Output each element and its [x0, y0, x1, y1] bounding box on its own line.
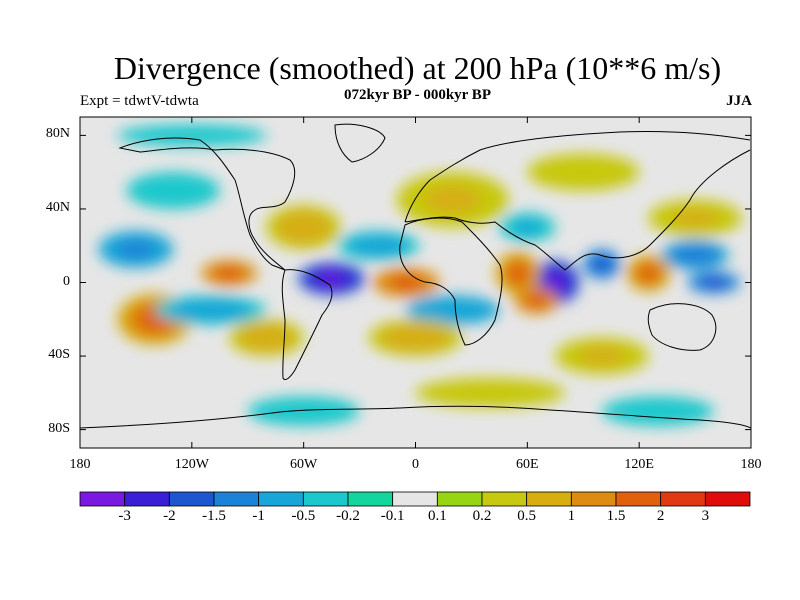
field-feature-11-ring-3 [367, 242, 389, 250]
colorbar-swatch [481, 491, 528, 507]
experiment-label: Expt = tdwtV-tdwta [80, 93, 199, 109]
field-feature-1-ring-3 [549, 276, 562, 289]
field-feature-17-ring-3 [683, 213, 707, 223]
field-feature-4-ring-3 [512, 267, 524, 279]
divergence-blobs [98, 124, 742, 426]
field-feature-14-ring-3 [441, 306, 465, 314]
coast-greenland [334, 123, 386, 163]
x-tick-label: 120W [174, 457, 209, 472]
y-tick-label: 80N [45, 126, 70, 142]
colorbar-swatch [168, 491, 215, 507]
chart-title: Divergence (smoothed) at 200 hPa (10**6 … [113, 50, 722, 86]
colorbar-swatch [213, 491, 260, 507]
field-feature-26-ring-3 [173, 132, 211, 139]
field-feature-27-ring-3 [520, 223, 535, 232]
field-feature-19-ring-3 [403, 333, 428, 343]
x-tick-label: 60E [516, 457, 539, 472]
colorbar-label: -2 [163, 508, 176, 524]
field-feature-18-ring-3 [257, 333, 276, 343]
colorbar-label: 0.1 [427, 508, 447, 524]
coast-south-america [281, 269, 333, 381]
colorbar-swatch [302, 491, 349, 507]
field-feature-21-ring-3 [471, 389, 509, 397]
coast-antarctica [80, 405, 751, 429]
colorbar-label: -0.1 [380, 508, 405, 524]
colorbar-swatch [660, 491, 706, 507]
colorbar-label: -0.5 [291, 508, 316, 524]
colorbar-label: 0.2 [472, 508, 492, 524]
coast-australia [647, 303, 717, 351]
field-feature-16-ring-3 [438, 192, 467, 207]
field-feature-20-ring-3 [590, 351, 614, 361]
colorbar-swatch [615, 491, 662, 507]
colorbar [79, 491, 751, 507]
colorbar-label: -3 [118, 508, 131, 524]
field-feature-8-ring-3 [707, 279, 721, 286]
field-feature-22-ring-3 [289, 407, 318, 415]
colorbar-swatch [79, 491, 126, 507]
colorbar-label: 1 [567, 508, 576, 524]
colorbar-label: -0.2 [336, 508, 360, 524]
field-feature-23-ring-3 [643, 407, 672, 415]
coast-eurasia [404, 131, 751, 271]
field-feature-5-ring-3 [531, 297, 543, 305]
x-tick-label: 60W [290, 457, 318, 472]
colorbar-label: 0.5 [517, 508, 537, 524]
y-tick-label: 80S [48, 420, 70, 436]
colorbar-swatch [570, 491, 617, 507]
x-tick-label: 180 [740, 457, 762, 472]
coast-north-america [118, 137, 296, 271]
field-feature-15-ring-3 [294, 221, 313, 233]
field-feature-9-ring-3 [686, 251, 704, 259]
field-feature-12-ring-3 [597, 260, 607, 268]
colorbar-label: 3 [701, 508, 710, 524]
colorbar-swatch [704, 491, 751, 507]
field-feature-2-ring-3 [222, 270, 237, 277]
colorbar-label: -1 [252, 508, 265, 524]
field-feature-13-ring-3 [196, 306, 225, 314]
colorbar-swatch [436, 491, 483, 507]
colorbar-swatch [347, 491, 394, 507]
chart-subtitle: 072kyr BP - 000kyr BP [344, 87, 491, 103]
coast-africa [399, 217, 503, 346]
x-tick-label: 180 [69, 457, 91, 472]
y-tick-label: 40N [45, 199, 70, 215]
x-tick-label: 120E [624, 457, 654, 472]
colorbar-swatch [258, 491, 304, 507]
y-tick-label: 40S [48, 347, 70, 363]
field-feature-3-ring-3 [397, 278, 415, 287]
colorbar-swatch [526, 491, 572, 507]
colorbar-swatch [124, 491, 170, 507]
field-feature-7-ring-3 [145, 312, 164, 326]
divergence-field [98, 124, 742, 426]
colorbar-label: -1.5 [202, 508, 226, 524]
field-feature-6-ring-3 [642, 268, 655, 278]
y-tick-label: 0 [63, 273, 70, 289]
x-tick-label: 0 [412, 457, 419, 472]
colorbar-swatch [392, 491, 438, 507]
field-feature-25-ring-3 [569, 167, 598, 177]
field-feature-24-ring-3 [161, 185, 185, 196]
colorbar-label: 2 [656, 508, 665, 524]
field-feature-10-ring-3 [126, 244, 146, 254]
coastlines [80, 123, 751, 429]
colorbar-label: 1.5 [606, 508, 626, 524]
field-feature-0-ring-3 [323, 274, 341, 283]
axis-ticks [79, 117, 752, 448]
season-label: JJA [726, 93, 752, 109]
